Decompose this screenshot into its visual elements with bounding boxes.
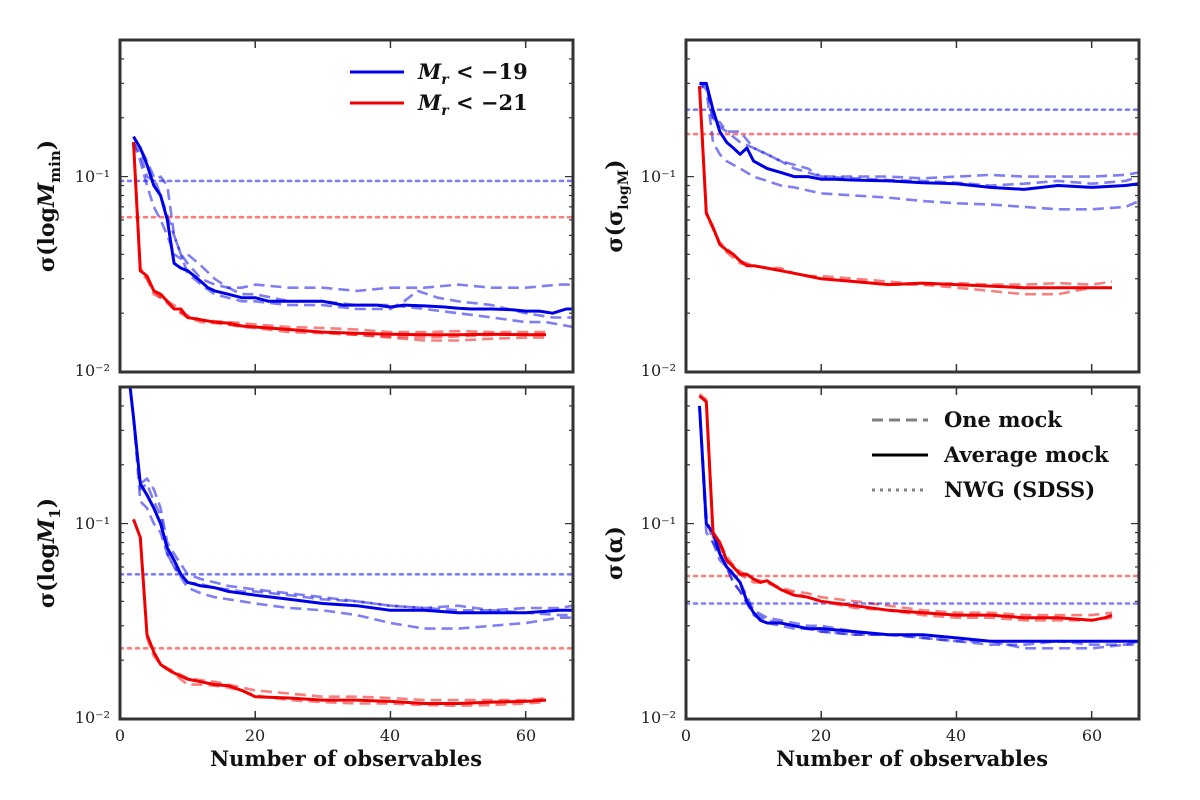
panel-sigmalogm-ticks bbox=[686, 39, 1139, 373]
panel-logm1-lines bbox=[120, 387, 573, 708]
legend-label-one-mock: One mock bbox=[944, 407, 1062, 432]
x-tick-label-20: 20 bbox=[811, 726, 831, 745]
x-tick-label-0: 0 bbox=[115, 726, 125, 745]
x-axis-label: Number of observables bbox=[210, 746, 482, 771]
y-tick-label-1e-1: 10⁻¹ bbox=[641, 514, 676, 533]
series-m-r-19-one-mock-b bbox=[698, 82, 1139, 187]
x-tick-label-60: 60 bbox=[516, 726, 536, 745]
series-m-r-21-average-mock bbox=[132, 142, 546, 337]
series-m-r-19-average-mock bbox=[698, 405, 1139, 643]
series-m-r-19-average-mock bbox=[699, 81, 1139, 191]
y-tick-label-1e-1: 10⁻¹ bbox=[641, 167, 676, 186]
y-axis-label-sigmalogm: σ(σlogM) bbox=[602, 159, 632, 252]
legend-samples: Mr < −19 Mr < −21 bbox=[350, 59, 528, 119]
panel-logmmin: 10⁻² 10⁻¹ σ(logMmin) Mr < −19 Mr < −21 bbox=[34, 38, 575, 380]
panel-logm1-frame bbox=[118, 385, 575, 721]
legend-label-mr19: Mr < −19 bbox=[417, 59, 528, 88]
series-m-r-19-average-mock bbox=[128, 387, 573, 615]
panel-logm1: 10⁻² 10⁻¹ 0 20 40 60 Number of observabl… bbox=[34, 385, 575, 771]
panel-alpha-lines bbox=[686, 393, 1139, 650]
series-m-r-19-one-mock-b bbox=[132, 417, 573, 617]
series-m-r-21-average-mock bbox=[132, 518, 547, 705]
y-tick-label-1e-1: 10⁻¹ bbox=[75, 167, 110, 186]
legend-label-nwg-sdss: NWG (SDSS) bbox=[944, 477, 1095, 502]
y-axis-label-alpha: σ(α) bbox=[602, 526, 628, 580]
series-m-r-19-one-mock-c bbox=[698, 82, 1139, 211]
panel-logm1-ticks bbox=[120, 386, 573, 720]
y-tick-label-1e-2: 10⁻² bbox=[641, 708, 676, 727]
series-m-r-19-one-mock-b bbox=[132, 141, 573, 329]
panel-sigmalogm-frame bbox=[684, 38, 1141, 374]
series-m-r-19-average-mock bbox=[132, 135, 573, 315]
panel-alpha: 10⁻² 10⁻¹ 0 20 40 60 Number of observabl… bbox=[602, 385, 1141, 771]
y-axis-label-logmmin: σ(logMmin) bbox=[34, 140, 64, 272]
series-m-r-21-one-mock-a bbox=[132, 142, 546, 342]
panel-sigmalogm-lines bbox=[686, 81, 1139, 296]
series-m-r-19-one-mock-a bbox=[132, 417, 573, 612]
x-tick-label-0: 0 bbox=[681, 726, 691, 745]
series-m-r-21-average-mock bbox=[698, 394, 1113, 622]
series-m-r-19-one-mock-a bbox=[132, 141, 573, 293]
panel-logmmin-frame bbox=[118, 38, 575, 374]
series-m-r-19-one-mock-c bbox=[132, 417, 573, 630]
panel-logmmin-lines bbox=[120, 135, 573, 342]
x-tick-label-40: 40 bbox=[380, 726, 400, 745]
x-tick-label-60: 60 bbox=[1082, 726, 1102, 745]
series-m-r-19-one-mock-a bbox=[699, 82, 1139, 180]
series-m-r-21-one-mock-a bbox=[698, 86, 1112, 296]
legend-label-mr21: Mr < −21 bbox=[417, 90, 528, 119]
series-m-r-19-one-mock-c bbox=[132, 136, 573, 319]
x-tick-label-20: 20 bbox=[245, 726, 265, 745]
y-tick-label-1e-2: 10⁻² bbox=[75, 708, 110, 727]
panel-alpha-ticks bbox=[686, 386, 1139, 720]
legend-label-average-mock: Average mock bbox=[943, 442, 1109, 467]
y-tick-label-1e-2: 10⁻² bbox=[641, 361, 676, 380]
y-tick-label-1e-2: 10⁻² bbox=[75, 361, 110, 380]
panel-alpha-frame bbox=[684, 385, 1141, 721]
y-tick-label-1e-1: 10⁻¹ bbox=[75, 514, 110, 533]
legend-styles: One mock Average mock NWG (SDSS) bbox=[872, 407, 1109, 502]
x-axis-label: Number of observables bbox=[776, 746, 1048, 771]
panel-sigmalogm: 10⁻² 10⁻¹ σ(σlogM) bbox=[602, 38, 1141, 380]
series-m-r-21-average-mock bbox=[698, 86, 1112, 290]
y-axis-label-logm1: σ(logM1) bbox=[34, 498, 64, 608]
x-tick-label-40: 40 bbox=[946, 726, 966, 745]
